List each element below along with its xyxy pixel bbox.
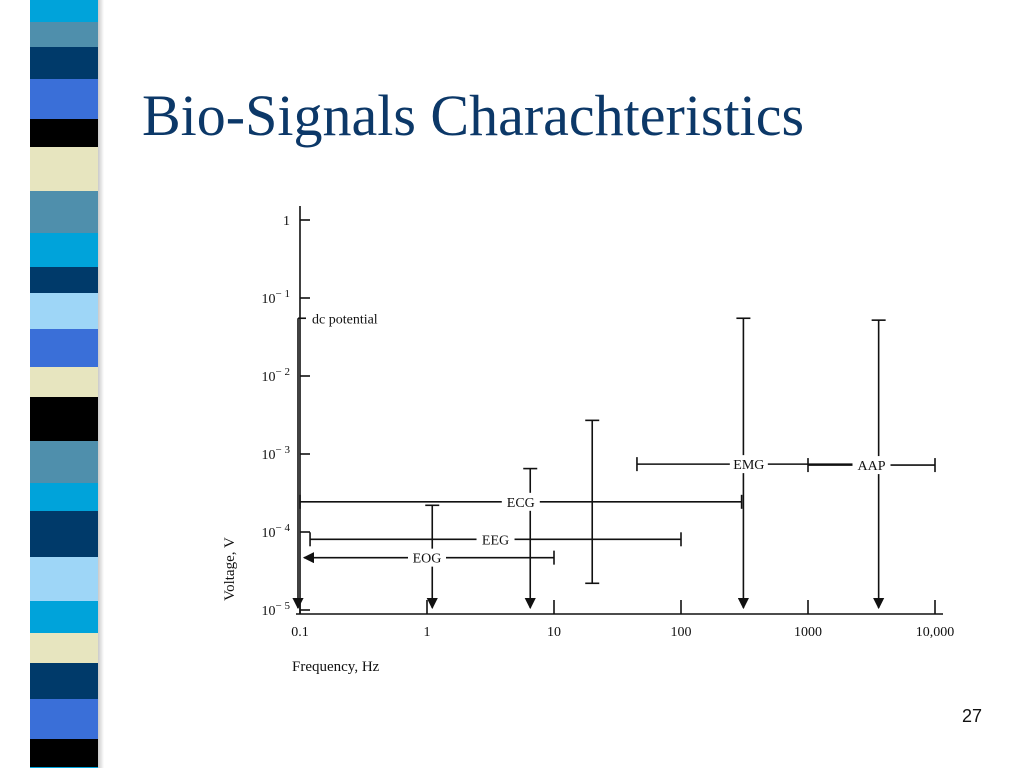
- x-tick-label: 1000: [794, 625, 822, 640]
- stripe-segment: [30, 47, 100, 79]
- y-tick-base: 10: [262, 292, 276, 307]
- stripe-segment: [30, 79, 100, 119]
- x-tick-label: 10: [547, 625, 561, 640]
- ecg-label-bg: [501, 492, 540, 511]
- signal-ranges: EOG EEG ECG EMG AAP dc potential: [292, 312, 936, 610]
- x-tick-label: 0.1: [291, 625, 309, 640]
- y-tick-base: 10: [262, 370, 276, 385]
- eeg-label-bg: [476, 530, 515, 549]
- stripe-segment: [30, 147, 100, 191]
- y-tick-label: 10− 2: [262, 366, 290, 385]
- x-tick-label: 10,000: [916, 625, 955, 640]
- eog-label-bg: [408, 548, 446, 567]
- axes: 110− 110− 210− 310− 410− 50.1 1 10 100 1000 1…: [262, 206, 955, 640]
- y-axis-label: Voltage, V: [222, 537, 238, 601]
- ecg-label: ECG: [507, 496, 535, 511]
- stripe-segment: [30, 557, 100, 601]
- stripe-segment: [30, 329, 100, 367]
- stripe-segment: [30, 601, 100, 633]
- y-tick-label: 10− 1: [262, 288, 290, 307]
- stripe-segment: [30, 191, 100, 233]
- slide-number: 27: [962, 706, 983, 726]
- stripe-segment: [30, 293, 100, 329]
- y-tick-label: 10− 3: [262, 444, 291, 463]
- stripe-segment: [30, 633, 100, 663]
- emg-label-bg: [729, 455, 768, 474]
- stripe-segment: [30, 0, 100, 22]
- y-tick-exponent: − 2: [276, 366, 290, 378]
- emg-label: EMG: [733, 458, 764, 473]
- decorative-color-stripe: [30, 0, 100, 768]
- y-tick-label: 10− 4: [262, 522, 291, 541]
- stripe-segment: [30, 22, 100, 47]
- y-tick-exponent: − 4: [276, 522, 291, 534]
- stripe-segment: [30, 663, 100, 699]
- stripe-segment: [30, 511, 100, 557]
- stripe-segment: [30, 367, 100, 397]
- stripe-segment: [30, 233, 100, 267]
- stripe-segment: [30, 119, 100, 147]
- x-axis-label: Frequency, Hz: [292, 659, 380, 675]
- y-tick-exponent: − 3: [276, 444, 291, 456]
- bio-signal-range-chart: 110− 110− 210− 310− 410− 50.1 1 10 100 1000 1…: [222, 206, 955, 675]
- stripe-segment: [30, 699, 100, 739]
- x-tick-label: 100: [671, 625, 692, 640]
- y-tick-base: 10: [262, 448, 276, 463]
- slide-title: Bio-Signals Charachteristics: [142, 83, 805, 148]
- y-tick-base: 1: [283, 214, 290, 229]
- aap-label: AAP: [857, 459, 885, 474]
- eeg-label: EEG: [482, 533, 509, 548]
- y-tick-base: 10: [262, 604, 276, 619]
- stripe-segment: [30, 397, 100, 441]
- stripe-segment: [30, 267, 100, 293]
- y-tick-label: 10− 5: [262, 600, 291, 619]
- aap-label-bg: [852, 456, 891, 475]
- y-tick-exponent: − 1: [276, 288, 290, 300]
- dc-potential-label: dc potential: [312, 312, 378, 327]
- y-tick-label: 1: [283, 214, 290, 229]
- stripe-segment: [30, 739, 100, 767]
- stripe-segment: [30, 441, 100, 483]
- y-tick-base: 10: [262, 526, 276, 541]
- stripe-shadow: [98, 0, 104, 768]
- stripe-segment: [30, 483, 100, 511]
- eog-label: EOG: [413, 552, 442, 567]
- x-tick-label: 1: [424, 625, 431, 640]
- y-tick-exponent: − 5: [276, 600, 291, 612]
